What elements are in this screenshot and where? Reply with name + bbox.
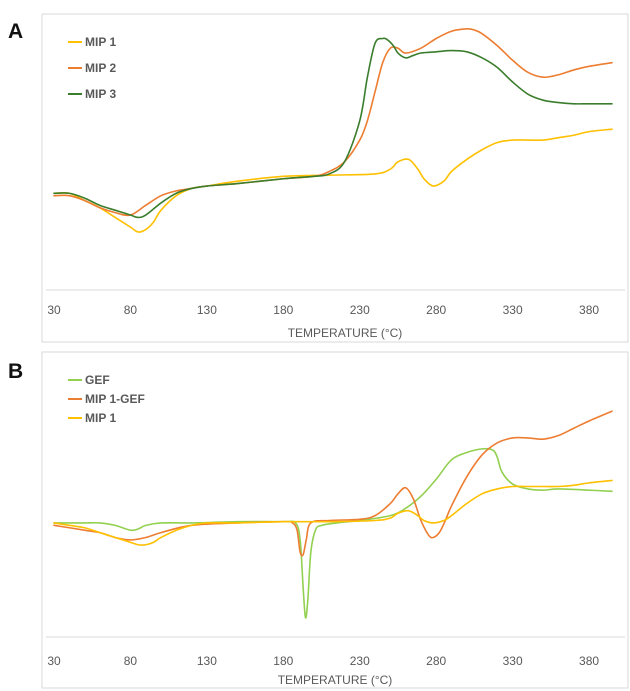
panel-b-legend-label-mip-1: MIP 1 <box>85 411 116 425</box>
panel-a-frame <box>41 13 629 343</box>
panel-b-series-gef <box>53 447 613 619</box>
panel-a-x-tick-label: 380 <box>579 303 599 317</box>
panel-b-series-mip-1-gef <box>53 410 613 557</box>
panel-b-x-tick-label: 180 <box>273 654 293 668</box>
panel-a-legend-label-mip-2: MIP 2 <box>85 61 116 75</box>
panel-b-x-tick-label: 30 <box>47 654 61 668</box>
panel-b-series <box>53 410 613 619</box>
panel-a-legend: MIP 1 MIP 2 MIP 3 <box>68 35 116 101</box>
panel-a-legend-label-mip-3: MIP 3 <box>85 87 116 101</box>
panel-a-series-mip-3 <box>53 37 613 219</box>
panel-a-x-tick-label: 230 <box>350 303 370 317</box>
panel-a-label: A <box>8 20 23 43</box>
panel-b: B 30 80 130 180 230 280 330 380 TEMPERATURE (°C… <box>8 351 629 689</box>
panel-b-x-axis-title: TEMPERATURE (°C) <box>278 673 393 687</box>
panel-a-x-tick-label: 280 <box>426 303 446 317</box>
panel-a-x-tick-label: 130 <box>197 303 217 317</box>
panel-b-frame <box>41 351 629 689</box>
panel-b-x-tick-label: 330 <box>503 654 523 668</box>
panel-a-x-tick-label: 330 <box>503 303 523 317</box>
panel-a-x-ticks: 30 80 130 180 230 280 330 380 <box>47 303 599 317</box>
panel-b-x-tick-label: 380 <box>579 654 599 668</box>
panel-a-x-tick-label: 80 <box>124 303 138 317</box>
panel-b-legend: GEF MIP 1-GEF MIP 1 <box>68 373 145 425</box>
panel-a-x-tick-label: 180 <box>273 303 293 317</box>
panel-b-x-tick-label: 130 <box>197 654 217 668</box>
panel-b-x-ticks: 30 80 130 180 230 280 330 380 <box>47 654 599 668</box>
panel-a: A 30 80 130 180 230 280 330 380 TEMPERATURE (°C… <box>8 13 629 343</box>
panel-a-x-axis-title: TEMPERATURE (°C) <box>288 326 403 340</box>
panel-b-series-mip-1 <box>53 479 613 546</box>
panel-b-x-tick-label: 80 <box>124 654 138 668</box>
panel-b-x-tick-label: 280 <box>426 654 446 668</box>
panel-a-series-mip-2 <box>53 27 613 217</box>
panel-b-x-tick-label: 230 <box>350 654 370 668</box>
panel-b-legend-label-mip-1-gef: MIP 1-GEF <box>85 392 145 406</box>
panel-b-label: B <box>8 360 23 383</box>
panel-a-x-tick-label: 30 <box>47 303 61 317</box>
panel-b-legend-label-gef: GEF <box>85 373 110 387</box>
panel-a-series-mip-1 <box>53 128 613 233</box>
panel-a-series <box>53 27 613 233</box>
panel-a-legend-label-mip-1: MIP 1 <box>85 35 116 49</box>
